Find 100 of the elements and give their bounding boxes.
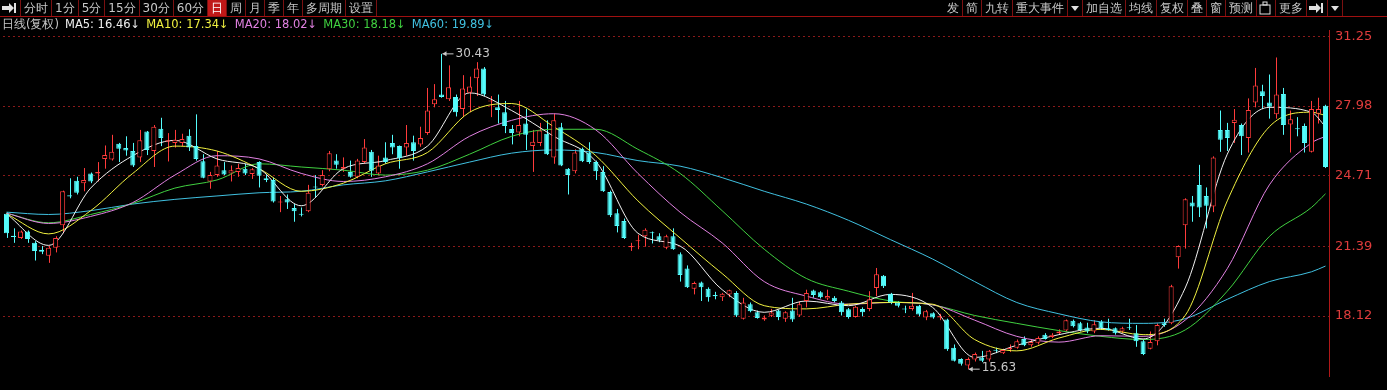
text: MA5: 16.46↓ <box>64 17 141 31</box>
candlestick <box>1203 186 1209 229</box>
candlestick <box>396 144 402 170</box>
candlestick <box>1133 324 1139 348</box>
text: 分时 <box>21 0 52 16</box>
candlestick <box>368 149 374 178</box>
y-tick-label: 21.39 <box>1335 237 1373 253</box>
candlestick <box>1259 84 1265 110</box>
candlestick <box>1287 110 1293 153</box>
candlestick <box>621 218 627 240</box>
text: 多周期 <box>303 0 347 16</box>
candlestick <box>684 264 690 289</box>
candlestick <box>137 129 143 163</box>
text: 重大事件 <box>1013 0 1068 16</box>
candlestick <box>256 160 262 188</box>
candlestick <box>389 134 395 155</box>
candlestick <box>607 190 613 218</box>
text: MA30: 18.18↓ <box>323 17 406 31</box>
text: MA10: 17.34↓ <box>146 17 229 31</box>
text: 窗 <box>1207 0 1226 16</box>
candlestick <box>572 148 578 174</box>
candlestick <box>116 142 122 163</box>
text: 简 <box>963 0 982 16</box>
candlestick <box>1175 244 1181 270</box>
candlestick <box>1315 97 1321 125</box>
y-tick-label: 24.71 <box>1335 167 1373 183</box>
candlestick <box>544 119 550 156</box>
candlestick <box>614 208 620 233</box>
line-series <box>6 149 1326 324</box>
candlestick <box>32 240 38 262</box>
text: 周 <box>227 0 247 16</box>
candlestick <box>509 124 515 145</box>
text: 月 <box>246 0 266 16</box>
candlestick <box>431 83 437 108</box>
candlestick <box>740 297 746 321</box>
candlestick <box>305 184 311 213</box>
candlestick <box>565 167 571 195</box>
text: 5分 <box>78 0 106 16</box>
candlestick <box>3 211 10 239</box>
candlestick <box>445 64 452 102</box>
text: 发 <box>944 0 963 16</box>
candlestick <box>417 126 423 148</box>
candlestick <box>1266 74 1272 120</box>
candlestick <box>733 290 739 318</box>
candlestick <box>495 94 501 125</box>
candlestick <box>130 142 136 168</box>
text: 加自选 <box>1083 0 1126 16</box>
candlestick <box>361 138 367 165</box>
chart-title: 日线(复权) <box>2 17 59 31</box>
candlestick <box>1154 322 1160 346</box>
candlestick <box>537 122 543 147</box>
candlestick <box>1238 123 1244 156</box>
candlestick <box>410 135 416 162</box>
text: 设置 <box>346 0 378 16</box>
candlestick <box>214 150 220 178</box>
candlestick <box>453 94 459 117</box>
candlestick <box>193 113 199 162</box>
candlestick <box>1182 197 1188 250</box>
candlestick <box>270 177 276 204</box>
candlestick <box>481 66 487 97</box>
candlestick <box>677 251 683 283</box>
candlestick <box>123 135 129 157</box>
candlestick <box>1224 122 1230 152</box>
candlestick <box>1301 123 1307 153</box>
candlestick <box>424 87 430 136</box>
candlestick <box>403 124 409 157</box>
candlestick <box>151 124 157 168</box>
annotation: 15.63 <box>981 360 1017 375</box>
candlestick <box>467 76 473 113</box>
candlestick <box>600 165 606 193</box>
text: 15分 <box>105 0 140 16</box>
candlestick <box>144 130 150 156</box>
candlestick <box>375 155 381 176</box>
text: 九转 <box>982 0 1013 16</box>
text: 更多 <box>1276 0 1307 16</box>
text: 季 <box>265 0 285 16</box>
candlestick <box>1273 56 1279 120</box>
y-tick-label: 18.12 <box>1335 307 1373 323</box>
candlestick <box>670 227 676 251</box>
candlestick <box>789 297 795 323</box>
text: 预测 <box>1226 0 1257 16</box>
candlestick <box>1217 110 1223 153</box>
candlestick <box>523 108 529 151</box>
text: MA20: 18.02↓ <box>234 17 318 31</box>
candlestick <box>1196 164 1202 218</box>
text: 年 <box>284 0 304 16</box>
text: 均线 <box>1126 0 1157 16</box>
candlestick <box>186 128 192 152</box>
text: 60分 <box>173 0 209 16</box>
text: MA60: 19.89↓ <box>411 17 495 31</box>
candlestick <box>460 74 466 118</box>
y-tick-label: 27.98 <box>1335 97 1373 113</box>
candlestick <box>109 134 115 162</box>
candlestick <box>382 141 388 165</box>
annotation: 30.43 <box>455 45 490 60</box>
candlestick <box>200 153 206 179</box>
text: 叠 <box>1188 0 1207 16</box>
candlestick <box>873 267 879 297</box>
candlestick <box>158 117 164 147</box>
candlestick <box>642 227 648 248</box>
